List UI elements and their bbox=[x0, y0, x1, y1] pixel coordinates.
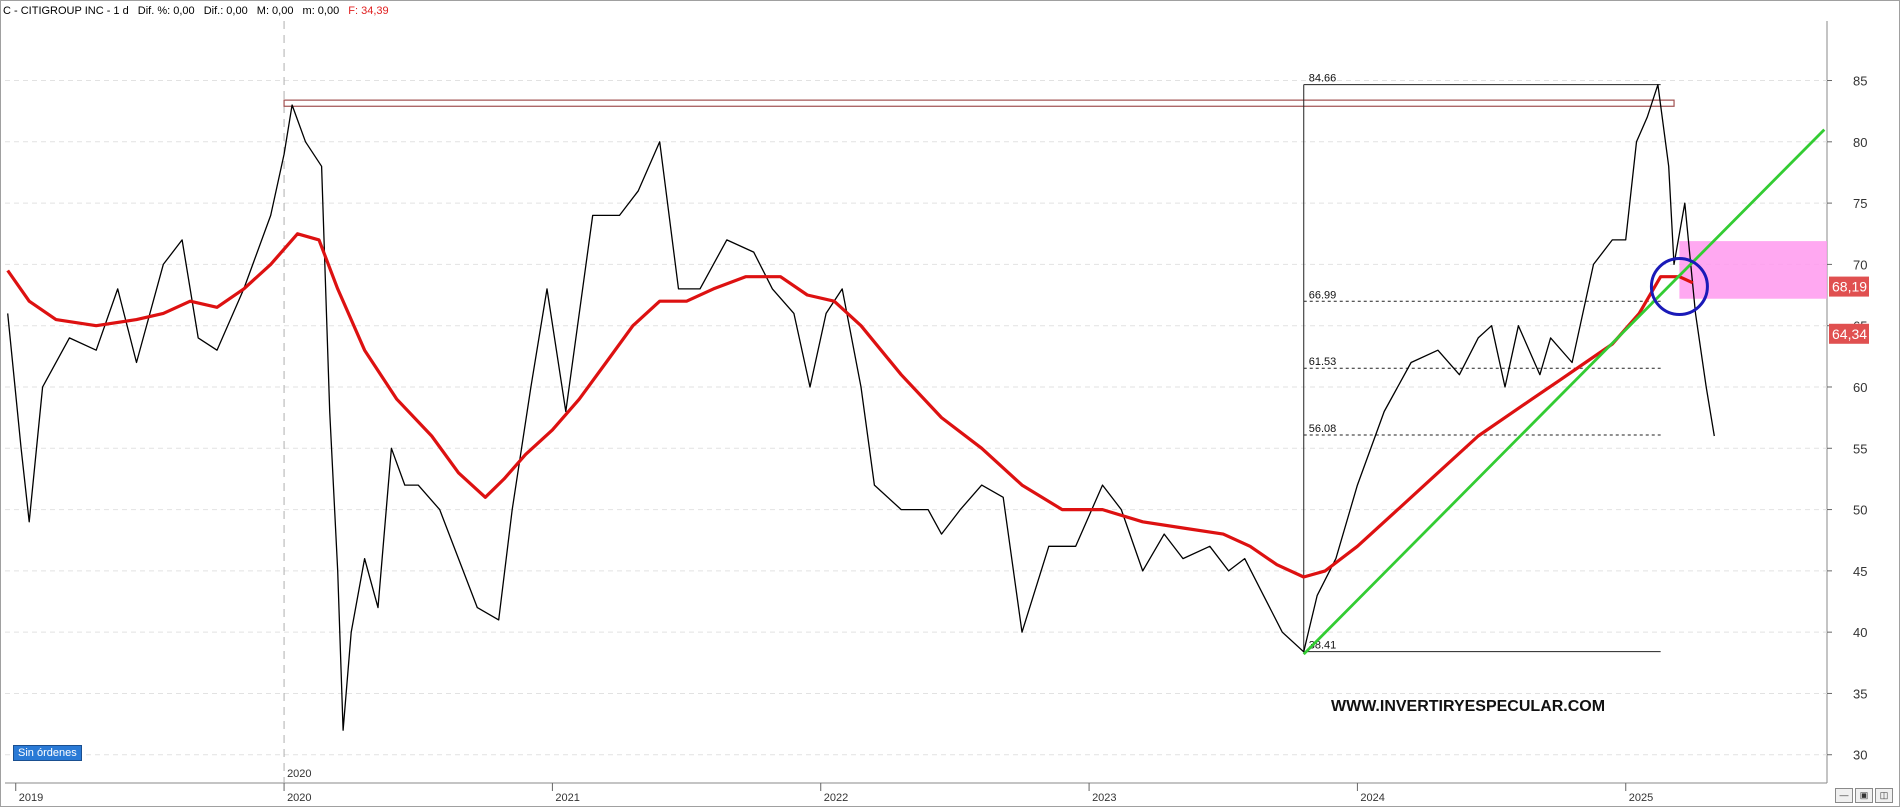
window-controls: — ▣ ◫ bbox=[1835, 788, 1893, 803]
minimize-icon[interactable]: — bbox=[1835, 788, 1853, 803]
price-line bbox=[7, 84, 1715, 731]
stat-pct: Dif. %: 0,00 bbox=[137, 5, 195, 17]
stat-diff: Dif.: 0,00 bbox=[203, 5, 248, 17]
x-tick-label: 2021 bbox=[555, 792, 579, 804]
fib-level-label: 66.99 bbox=[1309, 289, 1337, 301]
orders-badge[interactable]: Sin órdenes bbox=[13, 745, 82, 761]
y-tick-label: 40 bbox=[1853, 625, 1867, 640]
stat-max: M: 0,00 bbox=[256, 5, 294, 17]
price-tag-box bbox=[1829, 323, 1869, 344]
price-tag-label: 68,19 bbox=[1832, 279, 1867, 295]
y-tick-label: 45 bbox=[1853, 564, 1867, 579]
y-tick-label: 70 bbox=[1853, 257, 1867, 272]
save-icon[interactable]: ▣ bbox=[1855, 788, 1873, 803]
trendline bbox=[1302, 128, 1826, 656]
stat-last: F: 34,39 bbox=[348, 5, 389, 17]
x-tick-label: 2023 bbox=[1092, 792, 1116, 804]
price-tag-box bbox=[1829, 276, 1869, 297]
y-tick-label: 55 bbox=[1853, 441, 1867, 456]
split-icon[interactable]: ◫ bbox=[1875, 788, 1893, 803]
y-tick-label: 60 bbox=[1853, 380, 1867, 395]
y-tick-label: 35 bbox=[1853, 686, 1867, 701]
fib-level-label: 84.66 bbox=[1309, 73, 1337, 85]
resistance-box bbox=[283, 99, 1675, 107]
y-tick-label: 85 bbox=[1853, 74, 1867, 89]
price-tag-label: 64,34 bbox=[1832, 326, 1867, 342]
y-tick-label: 80 bbox=[1853, 135, 1867, 150]
x-tick-label: 2019 bbox=[19, 792, 43, 804]
fib-level-label: 61.53 bbox=[1309, 356, 1337, 368]
moving-average-line bbox=[6, 232, 1694, 579]
year-marker-label: 2020 bbox=[287, 768, 311, 780]
highlight-circle bbox=[1649, 256, 1709, 316]
x-tick-label: 2024 bbox=[1360, 792, 1384, 804]
symbol-title: C - CITIGROUP INC - 1 d bbox=[3, 5, 129, 17]
x-tick-label: 2020 bbox=[287, 792, 311, 804]
watermark-text: WWW.INVERTIRYESPECULAR.COM bbox=[1331, 698, 1605, 715]
chart-header: C - CITIGROUP INC - 1 d Dif. %: 0,00 Dif… bbox=[3, 2, 1899, 20]
y-tick-label: 50 bbox=[1853, 503, 1867, 518]
x-tick-label: 2025 bbox=[1629, 792, 1653, 804]
y-tick-label: 30 bbox=[1853, 748, 1867, 763]
y-tick-label: 75 bbox=[1853, 196, 1867, 211]
stat-min: m: 0,00 bbox=[302, 5, 340, 17]
x-tick-label: 2022 bbox=[824, 792, 848, 804]
fib-level-label: 56.08 bbox=[1309, 423, 1337, 435]
